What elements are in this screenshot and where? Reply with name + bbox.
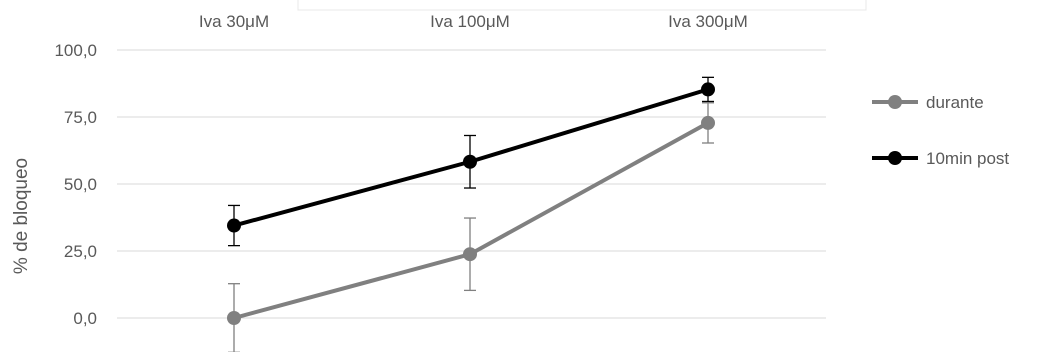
x-tick-label: Iva 100μM [430,12,510,31]
series-1 [227,102,715,352]
series-line [233,121,709,320]
series-layer [227,76,715,352]
legend-marker [888,95,902,109]
legend-item: durante [872,93,984,112]
x-tick-label: Iva 300μM [668,12,748,31]
legend-label: 10min post [926,149,1009,168]
legend-marker [888,151,902,165]
y-tick-label: 75,0 [64,108,97,127]
legend: durante 10min post [872,93,1009,168]
y-axis-ticks: 0,0 25,0 50,0 75,0 100,0 [54,41,97,328]
y-tick-label: 100,0 [54,41,97,60]
data-point [463,154,477,169]
legend-label: durante [926,93,984,112]
y-axis-title: % de bloqueo [11,158,32,274]
data-point [463,247,477,262]
x-tick-label: Iva 30μM [199,12,269,31]
data-point [701,115,715,130]
data-point [701,82,715,97]
x-axis-ticks: Iva 30μM Iva 100μM Iva 300μM [199,12,748,31]
series-2 [227,76,715,247]
y-tick-label: 50,0 [64,175,97,194]
data-point [227,218,241,233]
top-panel [297,0,867,11]
data-point [227,311,241,325]
y-tick-label: 0,0 [73,309,97,328]
gridlines [117,49,826,319]
y-tick-label: 25,0 [64,242,97,261]
legend-item: 10min post [872,149,1009,168]
